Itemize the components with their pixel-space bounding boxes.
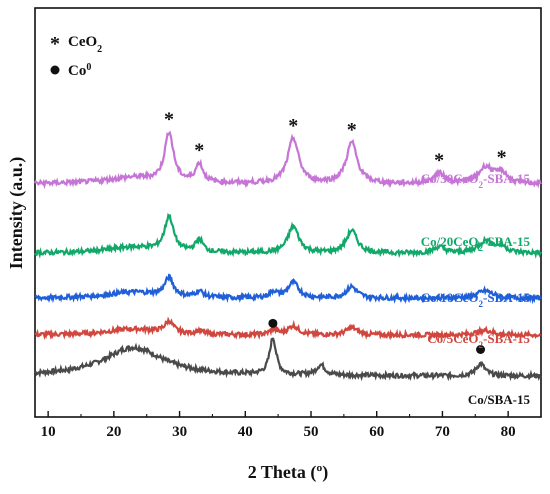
y-axis-title: Intensity (a.u.): [6, 157, 27, 270]
co-peak-marker: [476, 344, 486, 354]
x-tick-label: 70: [435, 424, 450, 440]
series-label-2: Co/10CeO2-SBA-15: [421, 290, 531, 309]
ceo2-peak-marker: *: [288, 115, 298, 137]
ceo2-peak-marker: *: [194, 139, 204, 161]
legend-star-symbol: *: [50, 33, 60, 55]
co-peak-marker: [268, 318, 278, 328]
legend-ceo2-label: CeO2: [68, 34, 102, 55]
legend-dot-symbol: [50, 65, 60, 75]
x-tick-label: 10: [41, 424, 56, 440]
marker-layer: * * * * * *: [164, 108, 507, 354]
series-line-0: [34, 337, 542, 382]
legend-co-label: Co0: [68, 62, 91, 80]
x-tick-label: 50: [304, 424, 319, 440]
series-line-3: [34, 212, 542, 259]
series-label-layer: Co/SBA-15 Co/5CeO2-SBA-15 Co/10CeO2-SBA-15…: [421, 171, 531, 407]
x-axis: 10 20 30 40 50 60 70 80: [41, 411, 516, 440]
x-tick-label: 60: [369, 424, 384, 440]
series-label-3: Co/20CeO2-SBA-15: [421, 234, 531, 253]
x-tick-label: 80: [501, 424, 516, 440]
series-line-2: [34, 273, 542, 305]
ceo2-peak-marker: *: [164, 108, 174, 130]
plot-frame: [34, 7, 542, 418]
x-tick-label: 40: [238, 424, 253, 440]
series-label-0: Co/SBA-15: [468, 392, 531, 407]
series-line-1: [34, 316, 542, 341]
x-tick-label: 20: [106, 424, 121, 440]
ceo2-peak-marker: *: [347, 119, 357, 141]
ceo2-peak-marker: *: [497, 147, 507, 169]
x-tick-label: 30: [172, 424, 187, 440]
ceo2-peak-marker: *: [434, 150, 444, 172]
legend: * CeO2 Co0: [50, 33, 102, 79]
series-label-1: Co/5CeO2-SBA-15: [427, 331, 530, 350]
series-line-4: [34, 130, 542, 190]
series-layer: [34, 130, 542, 382]
series-label-4: Co/30CeO2-SBA-15: [421, 171, 531, 190]
x-axis-title: 2 Theta (º): [248, 462, 329, 483]
